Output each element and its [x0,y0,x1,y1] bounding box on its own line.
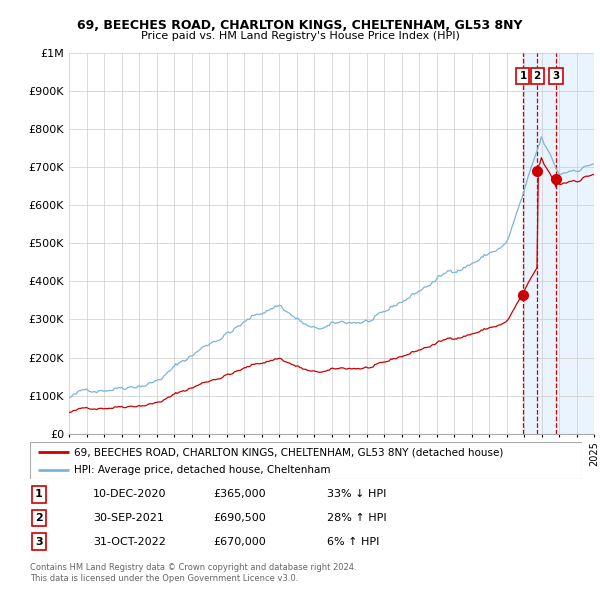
Text: 69, BEECHES ROAD, CHARLTON KINGS, CHELTENHAM, GL53 8NY (detached house): 69, BEECHES ROAD, CHARLTON KINGS, CHELTE… [74,447,503,457]
Text: 31-OCT-2022: 31-OCT-2022 [93,537,166,546]
Text: 28% ↑ HPI: 28% ↑ HPI [327,513,386,523]
Text: 3: 3 [35,537,43,546]
Text: 33% ↓ HPI: 33% ↓ HPI [327,490,386,499]
Text: £670,000: £670,000 [213,537,266,546]
Text: Contains HM Land Registry data © Crown copyright and database right 2024.: Contains HM Land Registry data © Crown c… [30,563,356,572]
Text: 69, BEECHES ROAD, CHARLTON KINGS, CHELTENHAM, GL53 8NY: 69, BEECHES ROAD, CHARLTON KINGS, CHELTE… [77,19,523,32]
Text: 1: 1 [520,71,527,81]
Text: £365,000: £365,000 [213,490,266,499]
Text: 30-SEP-2021: 30-SEP-2021 [93,513,164,523]
Text: 2: 2 [533,71,541,81]
Text: This data is licensed under the Open Government Licence v3.0.: This data is licensed under the Open Gov… [30,574,298,583]
Text: 3: 3 [553,71,560,81]
Text: 2: 2 [35,513,43,523]
Text: HPI: Average price, detached house, Cheltenham: HPI: Average price, detached house, Chel… [74,465,331,475]
Text: 1: 1 [35,490,43,499]
Text: Price paid vs. HM Land Registry's House Price Index (HPI): Price paid vs. HM Land Registry's House … [140,31,460,41]
Text: 6% ↑ HPI: 6% ↑ HPI [327,537,379,546]
Text: £690,500: £690,500 [213,513,266,523]
Bar [523,53,594,434]
Text: 10-DEC-2020: 10-DEC-2020 [93,490,167,499]
